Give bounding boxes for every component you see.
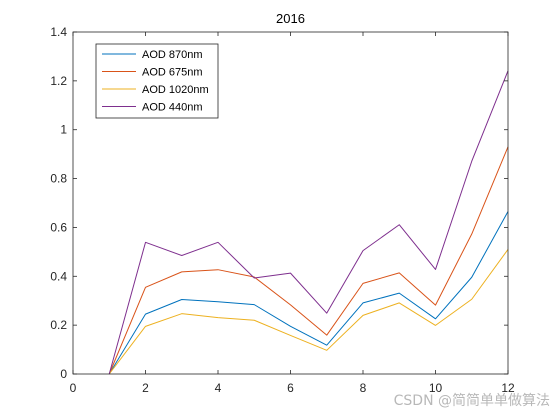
x-tick-label: 12 xyxy=(501,381,515,395)
legend: AOD 870nm AOD 675nm AOD 1020nm AOD 440nm xyxy=(95,43,219,119)
legend-label-1: AOD 870nm xyxy=(142,49,203,61)
legend-label-3: AOD 1020nm xyxy=(142,84,209,96)
series-line-4 xyxy=(108,70,509,375)
y-tick-label: 0.8 xyxy=(50,172,67,186)
y-tick-label: 0.4 xyxy=(50,269,67,283)
x-tick-label: 0 xyxy=(70,381,77,395)
legend-label-2: AOD 675nm xyxy=(142,67,203,79)
legend-box xyxy=(95,43,219,119)
x-tick-label: 2 xyxy=(142,381,149,395)
y-tick-label: 0 xyxy=(60,367,67,381)
x-tick-label: 6 xyxy=(287,381,294,395)
y-tick-label: 0.6 xyxy=(50,220,67,234)
y-tick-label: 0.2 xyxy=(50,318,67,332)
y-tick-label: 1 xyxy=(60,123,67,137)
x-tick-label: 8 xyxy=(360,381,367,395)
series-layer xyxy=(108,70,509,375)
x-tick-label: 10 xyxy=(429,381,443,395)
series-line-1 xyxy=(108,211,509,375)
x-tick-label: 4 xyxy=(215,381,222,395)
series-line-2 xyxy=(108,146,509,375)
watermark-text: CSDN @简简单单做算法 xyxy=(394,392,550,409)
y-tick-label: 1.2 xyxy=(50,74,67,88)
chart-title: 2016 xyxy=(276,11,305,26)
legend-label-4: AOD 440nm xyxy=(142,102,203,114)
series-line-3 xyxy=(108,249,509,375)
y-tick-label: 1.4 xyxy=(50,25,67,39)
ticks-layer: 0 2 4 6 8 10 12 0 0.2 0.4 0.6 0.8 1 1.2 1.4 xyxy=(50,25,515,395)
